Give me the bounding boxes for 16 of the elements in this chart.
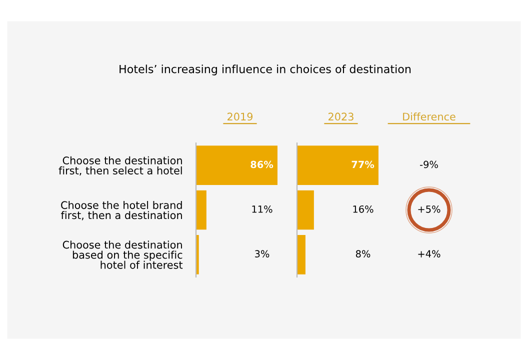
data-label: 8% <box>356 250 370 258</box>
data-label: 77% <box>352 160 374 168</box>
text: +5% <box>418 205 440 213</box>
chart-title: 2023 <box>328 112 354 121</box>
data-label: 11% <box>252 205 272 213</box>
y-tick-label: Choose the hotel brand first, then a destination <box>61 201 182 220</box>
data-label: 3% <box>255 250 270 258</box>
text: Difference <box>403 112 456 121</box>
y-tick-label: Choose the destination based on the specific hotel of interest <box>62 240 183 269</box>
data-label: 16% <box>353 205 374 213</box>
chart-title: Hotels’ increasing influence in choices of destination <box>120 64 411 76</box>
y-tick-label: Choose the destination first, then select a hotel <box>58 156 182 176</box>
data-label: 86% <box>250 160 274 168</box>
text: -9% <box>420 160 438 168</box>
chart-subtitle: 2019 <box>228 112 253 121</box>
text: +4% <box>418 250 440 258</box>
